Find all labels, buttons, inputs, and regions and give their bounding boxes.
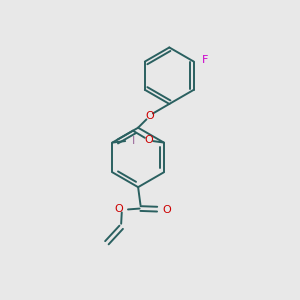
Text: O: O [114, 204, 123, 214]
Text: I: I [132, 136, 135, 146]
Text: O: O [144, 135, 153, 145]
Text: O: O [146, 111, 154, 122]
Text: F: F [202, 55, 208, 65]
Text: O: O [162, 205, 171, 215]
